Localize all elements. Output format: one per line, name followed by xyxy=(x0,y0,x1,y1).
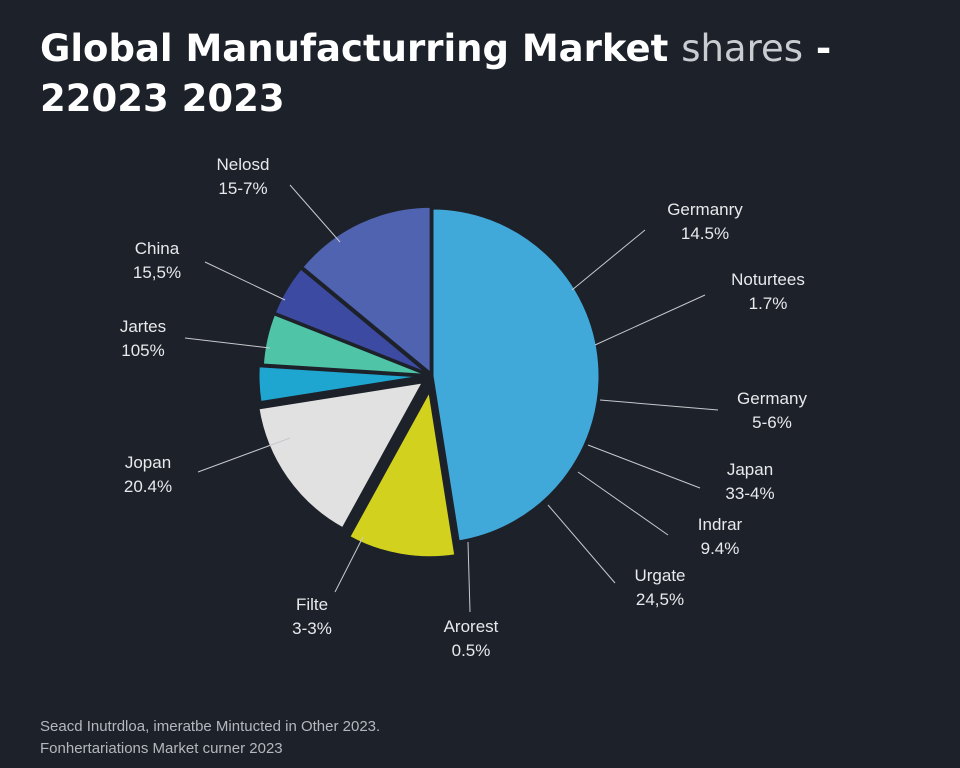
callout-arorest-leader-line xyxy=(467,541,471,613)
slice-germanry-leader-line xyxy=(571,229,646,291)
slice-nelosd-value-label: 15-7% xyxy=(218,179,267,198)
chart-title: Global Manufacturring Market shares - 22… xyxy=(40,24,940,124)
pie-slice-filte xyxy=(346,385,458,560)
slice-china-leader-line xyxy=(204,261,286,301)
slice-noturtees-leader-line xyxy=(594,294,706,346)
footer-source: Seacd Inutrdloa, imeratbe Mintucted in O… xyxy=(40,716,380,760)
callout-germany-value-label: 5-6% xyxy=(752,413,792,432)
title-year: - 22023 2023 xyxy=(40,27,832,120)
callout-urgate-leader-line xyxy=(547,504,616,584)
slice-jopan-value-label: 20.4% xyxy=(124,477,172,496)
slice-noturtees-name-label: Noturtees xyxy=(731,270,805,289)
slice-jopan-name-label: Jopan xyxy=(125,453,171,472)
callout-indrar-value-label: 9.4% xyxy=(701,539,740,558)
pie-slice-jopan xyxy=(256,379,427,532)
slice-jartes-value-label: 105% xyxy=(121,341,164,360)
callout-japan-value-label: 33-4% xyxy=(725,484,774,503)
footer-line-2: Fonhertariations Market curner 2023 xyxy=(40,740,283,757)
pie-slice-noturtees xyxy=(299,204,433,378)
callout-arorest-name-label: Arorest xyxy=(444,617,499,636)
pie-slice-jartes xyxy=(256,364,427,405)
callout-germany-leader-line xyxy=(599,399,719,411)
slice-germanry-value-label: 14.5% xyxy=(681,224,729,243)
slice-nelosd-leader-line xyxy=(289,184,341,243)
callout-arorest-value-label: 0.5% xyxy=(452,641,491,660)
pie-slice-germanry xyxy=(430,206,602,544)
slice-jartes-leader-line xyxy=(184,337,271,349)
slice-china-name-label: China xyxy=(135,239,180,258)
footer-line-1: Seacd Inutrdloa, imeratbe Mintucted in O… xyxy=(40,718,381,735)
title-main: Global Manufacturring Market xyxy=(40,27,669,70)
callout-indrar-name-label: Indrar xyxy=(698,515,743,534)
callout-urgate-name-label: Urgate xyxy=(634,566,685,585)
callout-japan-name-label: Japan xyxy=(727,460,773,479)
slice-filte-name-label: Filte xyxy=(296,595,328,614)
slice-jartes-name-label: Jartes xyxy=(120,317,166,336)
callout-urgate-value-label: 24,5% xyxy=(636,590,684,609)
slice-filte-leader-line xyxy=(334,536,364,593)
title-muted: shares xyxy=(681,27,804,70)
callout-germany-name-label: Germany xyxy=(737,389,807,408)
slice-nelosd-name-label: Nelosd xyxy=(217,155,270,174)
leader-lines xyxy=(184,184,719,613)
callout-indrar-leader-line xyxy=(577,471,669,536)
slice-jopan-leader-line xyxy=(197,437,291,473)
callout-japan-leader-line xyxy=(587,444,701,489)
slice-germanry-name-label: Germanry xyxy=(667,200,743,219)
slice-labels: Germanry 14.5% Filte 3-3% Jopan 20.4% Jartes 10… xyxy=(120,155,808,660)
slice-filte-value-label: 3-3% xyxy=(292,619,332,638)
pie-slices xyxy=(256,204,602,560)
slice-noturtees-value-label: 1.7% xyxy=(749,294,788,313)
slice-china-value-label: 15,5% xyxy=(133,263,181,282)
